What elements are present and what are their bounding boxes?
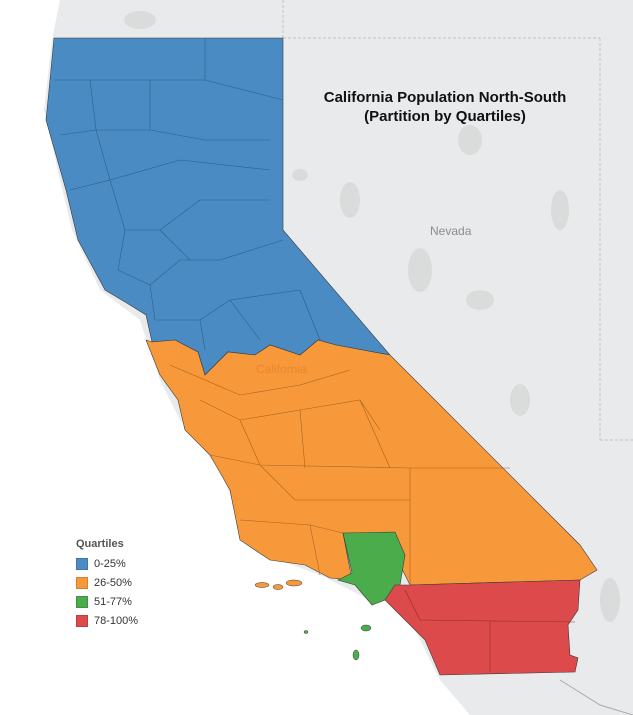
- q1-county-lines: [54, 38, 321, 351]
- title-line-2: (Partition by Quartiles): [364, 108, 526, 125]
- legend-item-q2[interactable]: 26-50%: [76, 573, 138, 592]
- legend-swatch: [76, 557, 88, 570]
- legend-label: 26-50%: [94, 576, 132, 589]
- legend-swatch: [76, 614, 88, 627]
- legend-title: Quartiles: [76, 538, 124, 550]
- map-title: California Population North-South (Parti…: [300, 88, 590, 126]
- terrain: [124, 11, 620, 622]
- label-california: California: [256, 362, 307, 376]
- legend-item-q1[interactable]: 0-25%: [76, 554, 138, 573]
- title-line-1: California Population North-South: [323, 89, 567, 106]
- channel-islands: [254, 579, 372, 661]
- legend-swatch: [76, 576, 88, 589]
- legend: Quartiles 0-25% 26-50% 51-77% 78-100%: [76, 538, 138, 630]
- region-q4-south[interactable]: [384, 579, 581, 676]
- state-borders: [282, 0, 633, 441]
- legend-item-q4[interactable]: 78-100%: [76, 611, 138, 630]
- mexico-border: [559, 679, 633, 715]
- label-nevada: Nevada: [430, 224, 472, 238]
- legend-label: 0-25%: [94, 557, 126, 570]
- legend-label: 78-100%: [94, 614, 139, 627]
- q4-county-lines: [404, 589, 576, 672]
- legend-item-q3[interactable]: 51-77%: [76, 592, 138, 611]
- ocean: [0, 0, 470, 715]
- region-q3-la[interactable]: [337, 531, 406, 606]
- legend-swatch: [76, 595, 88, 608]
- q2-county-lines: [169, 364, 510, 585]
- legend-label: 51-77%: [94, 595, 132, 608]
